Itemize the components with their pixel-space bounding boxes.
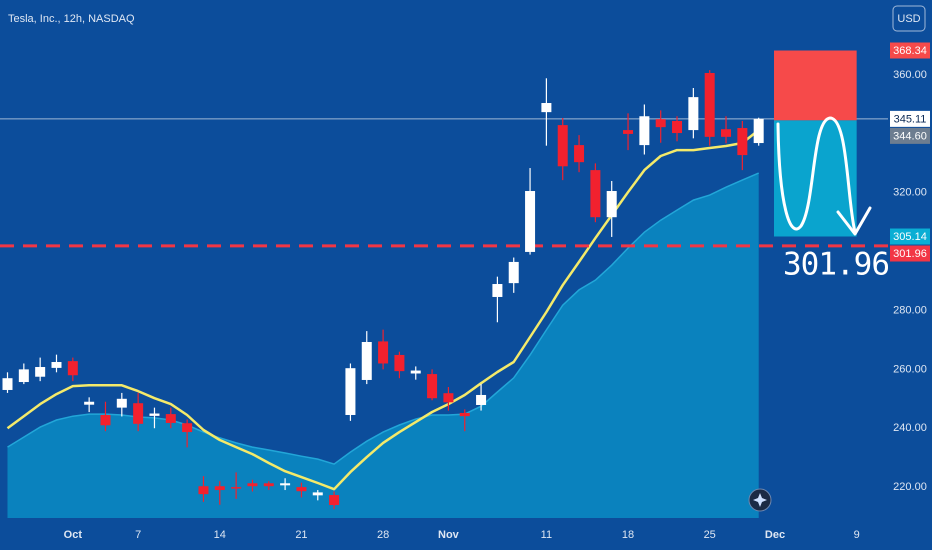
candle-body <box>427 374 438 399</box>
candle-body <box>721 129 732 137</box>
candle-body <box>149 413 160 416</box>
candle-body <box>525 191 536 252</box>
candle-body <box>704 72 715 137</box>
candle-body <box>312 492 323 496</box>
candle-body <box>655 119 666 128</box>
logo <box>748 488 772 512</box>
candle-body <box>492 284 503 297</box>
candle-body <box>508 261 519 284</box>
candle-body <box>574 145 585 163</box>
area-layer <box>7 172 759 518</box>
target-price-label-box <box>890 228 930 245</box>
candle-body <box>214 486 225 491</box>
candle-body <box>165 414 176 423</box>
candle-body <box>623 130 634 134</box>
candle-body <box>296 487 307 492</box>
candle-body <box>263 483 274 487</box>
candle-body <box>688 97 699 131</box>
entry-price-label-box <box>890 127 930 144</box>
x-tick-label: Nov <box>438 529 460 541</box>
lines-layer <box>0 118 888 491</box>
candle-body <box>753 118 764 144</box>
ma-line <box>6 129 760 491</box>
candle-body <box>443 393 454 403</box>
candle-body <box>476 394 487 405</box>
candle-body <box>133 403 144 424</box>
candle-body <box>100 414 111 426</box>
alert-price-label-box <box>890 245 930 262</box>
last-price-label-box <box>890 110 930 127</box>
candle-body <box>198 486 209 495</box>
candle-body <box>67 361 78 376</box>
annotation: 301.96 <box>783 247 889 283</box>
candle-body <box>18 369 29 383</box>
candle-body <box>345 368 356 415</box>
x-tick-label: Dec <box>765 529 785 541</box>
candle-body <box>231 487 242 489</box>
y-tick-label: 360.00 <box>893 69 927 81</box>
candle-body <box>280 483 291 486</box>
candle-body <box>329 495 340 506</box>
candle-body <box>541 103 552 113</box>
position-stop-zone <box>774 50 857 121</box>
y-tick-label: 240.00 <box>893 422 927 434</box>
candle-body <box>182 423 193 433</box>
x-tick-label: 9 <box>854 529 860 541</box>
candle-body <box>557 125 568 167</box>
candle-body <box>459 412 470 417</box>
x-tick-label: 11 <box>541 529 552 541</box>
entry-price-label: 344.60 <box>893 130 927 142</box>
alert-price-label: 301.96 <box>893 248 927 260</box>
x-tick-label: 28 <box>377 529 389 541</box>
x-tick-label: 7 <box>135 529 141 541</box>
candle-body <box>361 341 372 380</box>
ma-area <box>7 173 759 518</box>
target-price-label: 305.14 <box>893 231 927 243</box>
candle-body <box>639 116 650 146</box>
x-tick-label: 21 <box>295 529 307 541</box>
stop-price-label-box <box>890 42 930 59</box>
candles-layer <box>2 70 764 510</box>
forecast-arrow <box>776 116 857 234</box>
candle-body <box>672 120 683 134</box>
x-tick-label: 18 <box>622 529 634 541</box>
y-tick-label: 220.00 <box>893 481 927 493</box>
candle-body <box>2 378 13 390</box>
last-price-label: 345.11 <box>894 113 927 125</box>
x-tick-label: 14 <box>214 529 226 541</box>
currency[interactable]: USD <box>897 13 920 25</box>
candle-body <box>116 398 127 408</box>
candle-body <box>51 362 62 368</box>
candle-body <box>378 341 389 364</box>
y-tick-label: 320.00 <box>893 187 927 199</box>
candle-body <box>35 367 46 377</box>
ma-area-line <box>7 172 759 465</box>
candle-body <box>247 483 258 487</box>
candle-body <box>590 170 601 218</box>
currency-box[interactable] <box>892 5 926 32</box>
candle-body <box>410 370 421 374</box>
stop-price-label: 368.34 <box>893 45 927 57</box>
candle-body <box>394 354 405 372</box>
top-layer: 301.96 <box>774 50 890 283</box>
forecast-arrow-head <box>836 206 872 236</box>
y-tick-label: 260.00 <box>893 363 927 375</box>
candle-body <box>606 191 617 218</box>
x-tick-label: 25 <box>704 529 716 541</box>
y-tick-label: 280.00 <box>893 304 927 316</box>
candle-body <box>84 401 95 405</box>
candle-body <box>737 128 748 156</box>
chart-title: Tesla, Inc., 12h, NASDAQ <box>8 13 135 25</box>
logo-star <box>753 493 767 507</box>
x-tick-label: Oct <box>64 529 83 541</box>
